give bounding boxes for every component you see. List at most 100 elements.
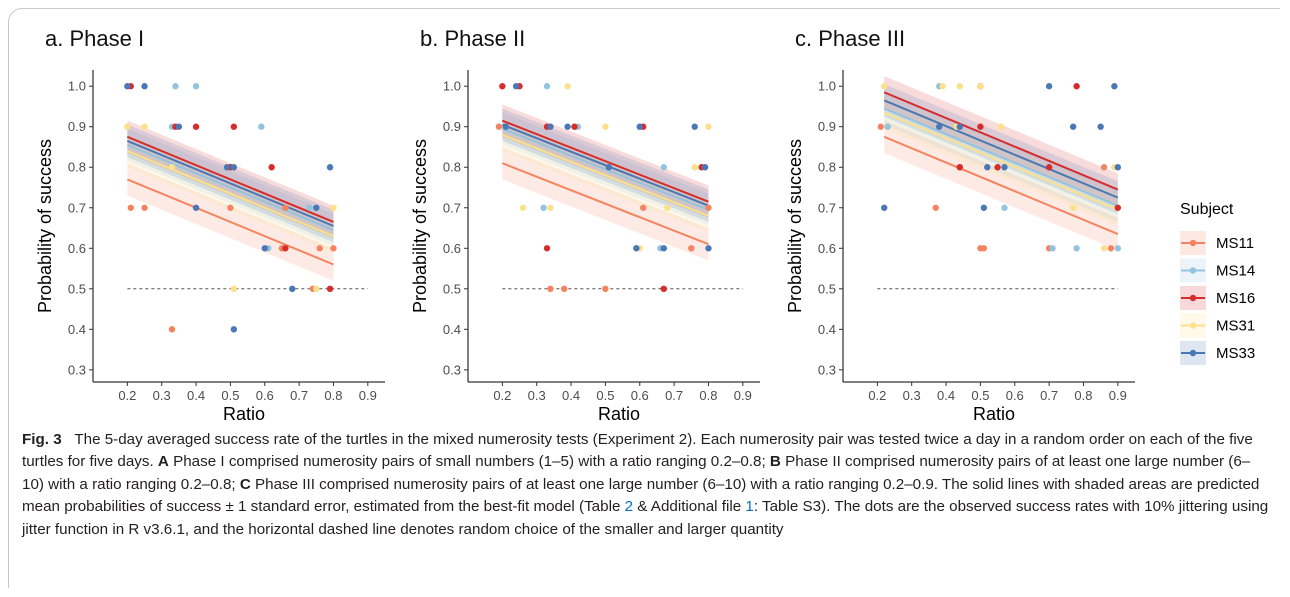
data-point-ms16 (192, 123, 200, 130)
x-tick-label: 0.3 (528, 388, 546, 403)
data-point-ms11 (168, 326, 176, 333)
x-axis-title: Ratio (223, 404, 265, 424)
legend-item-label: MS31 (1216, 318, 1255, 335)
caption-text-3: Phase II comprised numerosity pairs of a… (22, 453, 1251, 493)
y-tick-label: 0.5 (443, 281, 461, 296)
data-point-ms16 (543, 245, 551, 252)
data-point-ms11 (877, 123, 884, 130)
data-point-ms11 (705, 204, 712, 211)
x-tick-label: 0.3 (153, 388, 171, 403)
data-point-ms31 (230, 285, 238, 293)
data-point-ms31 (330, 204, 337, 211)
data-point-ms16 (326, 285, 334, 293)
fit-line-ms11 (126, 178, 334, 266)
data-point-ms31 (1100, 245, 1108, 252)
y-tick-label: 0.8 (818, 160, 836, 175)
y-axis-title: Probability of success (35, 139, 55, 313)
data-point-ms11 (495, 123, 503, 130)
data-point-ms31 (664, 204, 671, 211)
data-point-ms11 (1107, 245, 1115, 252)
x-tick-label: 0.7 (290, 388, 308, 403)
chart-panel-3: c. Phase III 0.3 0.4 0.5 0.6 0.7 0.8 0.9 1.0 0.2 0… (785, 26, 1135, 424)
y-tick-label: 1.0 (68, 79, 86, 94)
data-point-ms31 (124, 123, 131, 130)
data-point-ms31 (1069, 204, 1077, 211)
caption-label-a: A (157, 453, 169, 471)
data-point-ms33 (1111, 83, 1118, 90)
data-point-ms31 (977, 83, 984, 90)
data-point-ms33 (633, 245, 640, 252)
legend-key-dot (1189, 294, 1197, 302)
legend-item-label: MS11 (1216, 235, 1254, 252)
panel-title: a. Phase I (45, 26, 144, 51)
data-point-ms33 (605, 164, 613, 171)
data-point-ms33 (881, 204, 888, 211)
data-point-ms33 (124, 83, 131, 90)
y-tick-label: 0.9 (443, 119, 461, 134)
data-point-ms33 (1001, 164, 1008, 171)
panel-title: b. Phase II (420, 26, 525, 51)
x-tick-label: 0.2 (118, 388, 136, 403)
data-point-ms31 (939, 83, 946, 90)
data-point-ms33 (313, 204, 320, 211)
fit-line-ms31 (883, 111, 1119, 211)
y-tick-label: 1.0 (818, 79, 836, 94)
data-point-ms14 (306, 204, 313, 211)
data-point-ms31 (547, 204, 554, 211)
y-tick-label: 0.6 (443, 241, 461, 256)
data-point-ms31 (691, 164, 698, 171)
data-point-ms33 (636, 123, 643, 130)
data-point-ms31 (141, 123, 148, 130)
data-point-ms16 (282, 245, 289, 252)
y-tick-label: 0.5 (818, 281, 836, 296)
legend-key-dot (1189, 322, 1197, 329)
x-tick-label: 0.7 (1040, 388, 1058, 403)
caption-link-additional-file-1[interactable]: 1 (745, 498, 754, 516)
data-point-ms11 (688, 245, 695, 252)
data-point-ms33 (935, 123, 943, 130)
data-point-ms33 (980, 204, 988, 211)
data-point-ms16 (1045, 164, 1053, 171)
data-point-ms16 (571, 123, 578, 130)
data-point-ms11 (330, 245, 337, 252)
chart-panel-1: a. Phase I 0.3 0.4 0.5 0.6 0.7 0.8 0.9 1.0 0.2 0.3… (35, 26, 385, 424)
x-tick-label: 0.2 (868, 388, 886, 403)
caption-link-table-2[interactable]: 2 (624, 498, 634, 516)
legend-item-label: MS14 (1216, 263, 1255, 280)
data-point-ms31 (519, 204, 527, 211)
data-point-ms33 (141, 83, 148, 90)
x-tick-label: 0.2 (493, 388, 511, 403)
data-point-ms33 (289, 285, 296, 293)
data-point-ms14 (543, 83, 551, 90)
fit-line-ms16 (126, 135, 334, 223)
figure-frame (8, 8, 1280, 588)
data-point-ms14 (192, 83, 200, 90)
fit-line-ms31 (501, 133, 709, 217)
x-tick-label: 0.8 (1074, 388, 1092, 403)
data-point-ms33 (230, 326, 238, 333)
fit-line-ms11 (501, 162, 709, 246)
y-tick-label: 0.7 (443, 200, 461, 215)
data-point-ms16 (1073, 83, 1080, 90)
data-point-ms11 (640, 204, 647, 211)
y-tick-label: 0.6 (68, 241, 86, 256)
data-point-ms11 (316, 245, 323, 252)
data-point-ms11 (141, 204, 148, 211)
data-point-ms33 (701, 164, 709, 171)
data-point-ms31 (997, 123, 1005, 130)
x-tick-label: 0.6 (1006, 388, 1024, 403)
y-axis-title: Probability of success (785, 139, 805, 313)
data-point-ms33 (547, 123, 554, 130)
y-tick-label: 0.6 (818, 241, 836, 256)
caption-text-6: : Table S3). The dots are the observed s… (22, 498, 1269, 538)
figure-canvas: a. Phase I 0.3 0.4 0.5 0.6 0.7 0.8 0.9 1.0 0.2 0.3… (35, 26, 1255, 424)
data-point-ms11 (547, 285, 554, 293)
legend-item-label: MS16 (1216, 290, 1255, 307)
data-point-ms33 (175, 123, 183, 130)
caption-text-1: The 5-day averaged success rate of the t… (22, 431, 1253, 471)
data-point-ms31 (602, 123, 609, 130)
x-tick-label: 0.8 (324, 388, 342, 403)
x-tick-label: 0.4 (187, 388, 205, 403)
x-tick-label: 0.6 (256, 388, 274, 403)
y-axis-title: Probability of success (410, 139, 430, 313)
